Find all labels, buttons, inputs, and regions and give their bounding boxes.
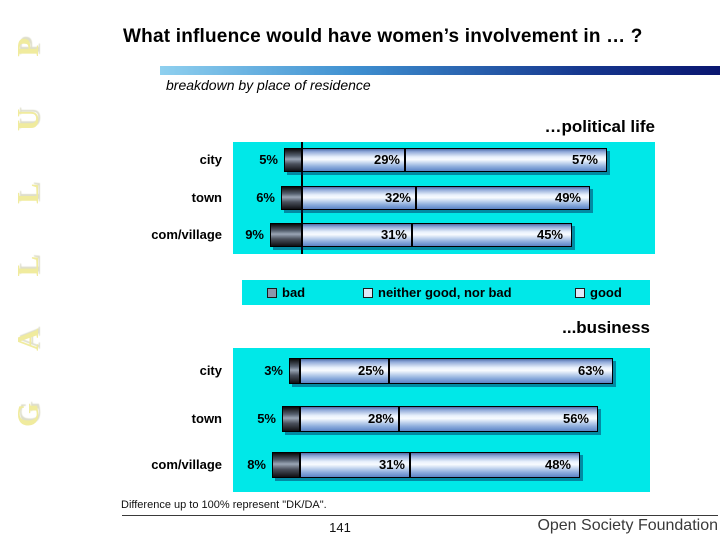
data-label-good: 57% [571, 152, 598, 167]
legend-item-good: good [575, 280, 622, 305]
data-label-bad: 9% [245, 227, 264, 242]
data-label-bad: 5% [259, 152, 278, 167]
chart-title-political-life: …political life [544, 117, 655, 136]
footnote: Difference up to 100% represent "DK/DA". [121, 499, 327, 511]
data-label-good: 45% [536, 227, 563, 242]
data-label-good: 63% [577, 363, 604, 378]
footer-organization: Open Society Foundation [537, 517, 718, 534]
bar-segment-neither [302, 223, 412, 247]
bar-segment-neither [302, 148, 405, 172]
legend-label-good: good [590, 285, 622, 300]
data-label-neither: 31% [380, 227, 407, 242]
category-label: city [199, 152, 222, 167]
legend-marker-good-icon [575, 287, 585, 298]
bar-segment-neither [300, 452, 410, 478]
stacked-bar-town: 28% 56% [282, 406, 598, 432]
bar-segment-good [389, 358, 613, 384]
bar-segment-bad [289, 358, 300, 384]
data-label-good: 48% [544, 457, 571, 472]
stacked-bar-com-village: 31% 48% [272, 452, 580, 478]
legend-item-neither: neither good, nor bad [363, 280, 512, 305]
data-label-bad: 8% [247, 457, 266, 472]
bar-segment-bad [281, 186, 302, 210]
data-label-neither: 29% [373, 152, 400, 167]
bar-segment-neither [300, 358, 389, 384]
category-label: town [191, 190, 222, 205]
data-label-bad: 3% [264, 363, 283, 378]
category-label: town [191, 411, 222, 426]
bar-segment-good [416, 186, 590, 210]
bar-segment-bad [272, 452, 300, 478]
stacked-bar-town: 32% 49% [281, 186, 590, 210]
chart-legend: bad neither good, nor bad good [242, 280, 650, 305]
page-subtitle: breakdown by place of residence [166, 77, 371, 93]
legend-marker-bad-icon [267, 287, 277, 298]
chart-title-business: ...business [562, 318, 650, 337]
bar-segment-good [410, 452, 580, 478]
political-life-chart-plot: 5% 29% 57% 6% 32% 49% 9% 31% 45% [233, 142, 655, 254]
bar-segment-bad [270, 223, 302, 247]
business-chart-plot: 3% 25% 63% 5% 28% 56% 8% 31% 48% [233, 348, 650, 492]
data-label-neither: 28% [367, 411, 394, 426]
data-label-good: 56% [562, 411, 589, 426]
category-label: city [199, 363, 222, 378]
gallup-watermark: GALLUP [10, 0, 45, 427]
stacked-bar-com-village: 31% 45% [270, 223, 572, 247]
data-label-bad: 5% [257, 411, 276, 426]
bar-segment-good [405, 148, 607, 172]
data-label-neither: 31% [378, 457, 405, 472]
category-label: com/village [151, 227, 222, 242]
bar-segment-neither [300, 406, 399, 432]
data-label-neither: 25% [357, 363, 384, 378]
bar-segment-good [399, 406, 598, 432]
stacked-bar-city: 25% 63% [289, 358, 613, 384]
data-label-neither: 32% [384, 190, 411, 205]
page-number: 141 [329, 520, 351, 535]
bar-segment-neither [302, 186, 416, 210]
bar-segment-good [412, 223, 572, 247]
data-label-good: 49% [554, 190, 581, 205]
stacked-bar-city: 29% 57% [284, 148, 607, 172]
title-accent-bar [160, 66, 720, 75]
legend-marker-neither-icon [363, 287, 373, 298]
legend-item-bad: bad [267, 280, 305, 305]
legend-label-bad: bad [282, 285, 306, 300]
bar-segment-bad [282, 406, 300, 432]
data-label-bad: 6% [256, 190, 275, 205]
footer-divider [122, 515, 718, 516]
category-label: com/village [151, 457, 222, 472]
bar-segment-bad [284, 148, 302, 172]
page-title: What influence would have women’s involv… [123, 26, 643, 47]
legend-label-neither: neither good, nor bad [378, 285, 512, 300]
